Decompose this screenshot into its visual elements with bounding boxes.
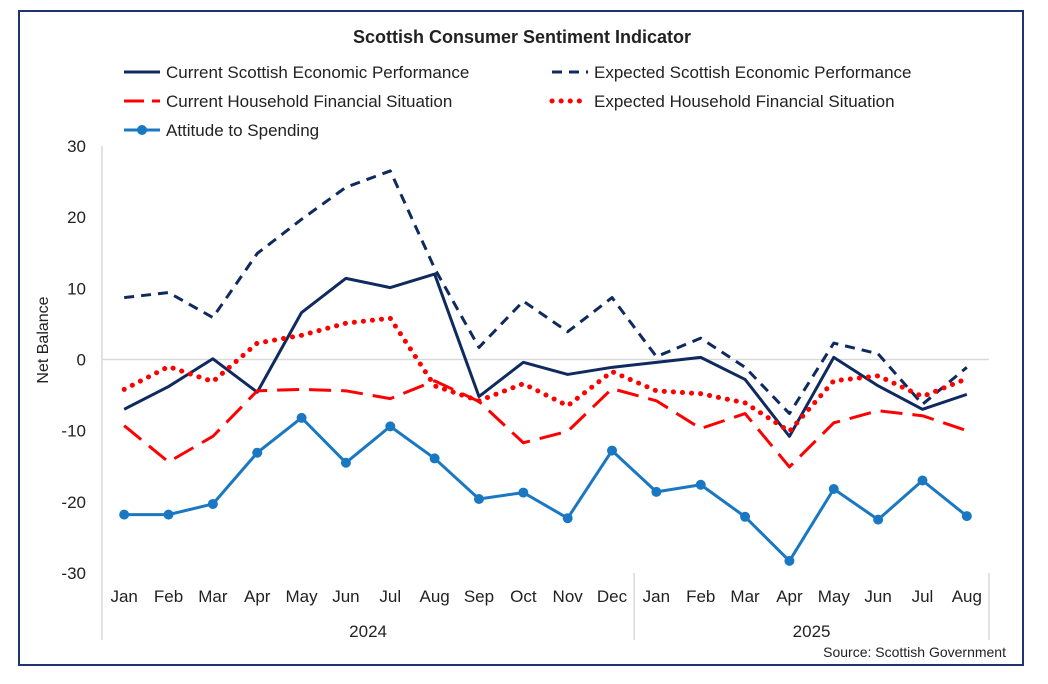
y-tick-label: -30: [61, 564, 86, 583]
x-tick-label: Apr: [244, 587, 271, 606]
legend-label: Expected Scottish Economic Performance: [594, 63, 911, 82]
x-tick-label: Aug: [952, 587, 982, 606]
chart-frame: [18, 10, 1024, 666]
x-tick-label: Jul: [912, 587, 934, 606]
x-tick-label: Jun: [332, 587, 359, 606]
data-point: [917, 475, 928, 486]
x-tick-label: Jan: [643, 587, 670, 606]
data-point: [740, 511, 751, 522]
y-tick-label: 0: [77, 351, 86, 370]
data-point: [651, 486, 662, 497]
year-label: 2024: [349, 622, 387, 641]
legend-label: Expected Household Financial Situation: [594, 92, 895, 111]
legend-label: Attitude to Spending: [166, 121, 319, 140]
data-point: [296, 412, 307, 423]
x-tick-label: Mar: [198, 587, 228, 606]
series-line-2: [123, 379, 968, 469]
series-line-3: [121, 315, 970, 434]
series-line-4: [124, 416, 968, 563]
series-line-0: [123, 272, 968, 438]
legend-label: Current Household Financial Situation: [166, 92, 452, 111]
data-point: [340, 457, 351, 468]
data-point: [518, 487, 529, 498]
x-tick-label: Jan: [110, 587, 137, 606]
y-tick-label: 20: [67, 208, 86, 227]
data-point: [695, 479, 706, 490]
data-point: [119, 509, 130, 520]
x-tick-label: Feb: [686, 587, 715, 606]
x-tick-label: Aug: [420, 587, 450, 606]
data-point: [207, 498, 218, 509]
x-tick-label: Mar: [730, 587, 760, 606]
legend-marker: [137, 125, 147, 135]
data-point: [873, 514, 884, 525]
x-tick-label: Sep: [464, 587, 494, 606]
data-point: [429, 453, 440, 464]
series-line-1: [124, 169, 968, 416]
x-tick-label: Feb: [154, 587, 183, 606]
y-tick-label: -10: [61, 422, 86, 441]
y-tick-label: 30: [67, 137, 86, 156]
x-tick-label: May: [286, 587, 319, 606]
x-tick-label: Jun: [864, 587, 891, 606]
y-tick-label: -20: [61, 493, 86, 512]
year-label: 2025: [793, 622, 831, 641]
x-tick-label: May: [818, 587, 851, 606]
x-tick-label: Oct: [510, 587, 537, 606]
data-point: [784, 555, 795, 566]
data-point: [385, 421, 396, 432]
data-point: [252, 447, 263, 458]
y-axis-label: Net Balance: [35, 296, 52, 383]
data-point: [473, 493, 484, 504]
data-point: [961, 511, 972, 522]
x-tick-label: Apr: [776, 587, 803, 606]
data-point: [163, 509, 174, 520]
chart-title: Scottish Consumer Sentiment Indicator: [353, 27, 691, 47]
y-tick-label: 10: [67, 279, 86, 298]
x-tick-label: Jul: [379, 587, 401, 606]
x-tick-label: Dec: [597, 587, 628, 606]
source-note: Source: Scottish Government: [823, 644, 1006, 660]
data-point: [562, 513, 573, 524]
data-point: [828, 484, 839, 495]
data-point: [607, 445, 618, 456]
x-tick-label: Nov: [553, 587, 584, 606]
legend-label: Current Scottish Economic Performance: [166, 63, 469, 82]
